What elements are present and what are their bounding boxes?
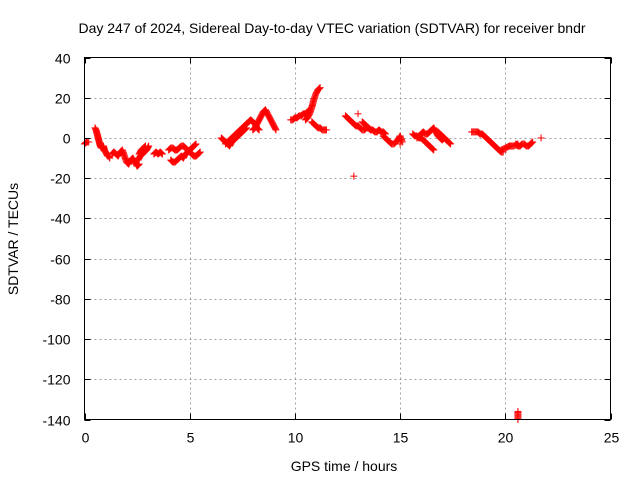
- data-point: [106, 154, 114, 162]
- plot-frame: [84, 57, 611, 420]
- data-point: [315, 84, 323, 92]
- data-point: [158, 150, 166, 158]
- data-point: [527, 139, 535, 147]
- data-point: [316, 84, 324, 92]
- data-point: [191, 141, 199, 149]
- data-point: [196, 149, 204, 157]
- points-layer: [81, 84, 545, 423]
- x-axis-label: GPS time / hours: [291, 458, 398, 474]
- data-point: [192, 140, 200, 148]
- x-tick-label: 15: [393, 430, 409, 446]
- data-point: [428, 145, 436, 153]
- data-point: [157, 149, 165, 157]
- y-tick-label: -140: [42, 413, 70, 429]
- data-point: [158, 149, 166, 157]
- y-tick-label: -60: [50, 252, 70, 268]
- y-tick-label: -80: [50, 292, 70, 308]
- tick-layer: [84, 57, 612, 421]
- y-tick-label: -100: [42, 332, 70, 348]
- data-point: [255, 126, 263, 134]
- data-point: [135, 160, 143, 168]
- data-point: [429, 145, 437, 153]
- data-point: [140, 143, 148, 151]
- data-point: [271, 125, 279, 133]
- chart-title: Day 247 of 2024, Sidereal Day-to-day VTE…: [78, 20, 585, 36]
- x-tick-label: 20: [498, 430, 514, 446]
- data-point: [529, 138, 537, 146]
- data-point: [191, 141, 199, 149]
- data-point: [396, 140, 404, 148]
- data-point: [141, 143, 149, 151]
- y-tick-label: 0: [63, 131, 71, 147]
- x-tick-label: 10: [288, 430, 304, 446]
- data-point: [85, 138, 93, 146]
- data-point: [196, 148, 204, 156]
- data-point: [350, 172, 358, 180]
- y-tick-label: -40: [50, 211, 70, 227]
- data-point: [537, 134, 545, 142]
- data-point: [528, 139, 536, 147]
- y-tick-labels: 40 20 0 -20 -40 -60 -80 -100 -120 -140: [42, 51, 70, 429]
- y-axis-label: SDTVAR / TECUs: [5, 183, 21, 295]
- y-tick-label: 20: [55, 91, 71, 107]
- data-point: [447, 140, 455, 148]
- y-tick-label: -120: [42, 372, 70, 388]
- x-tick-labels: 0 5 10 15 20 25: [82, 430, 620, 446]
- data-point: [322, 126, 330, 134]
- grid-layer: [84, 57, 611, 420]
- data-point: [445, 139, 453, 147]
- y-tick-label: -20: [50, 171, 70, 187]
- data-point: [430, 146, 438, 154]
- x-tick-label: 25: [604, 430, 620, 446]
- x-tick-label: 5: [187, 430, 195, 446]
- data-point: [195, 149, 203, 157]
- x-tick-label: 0: [82, 430, 90, 446]
- data-point: [315, 85, 323, 93]
- data-point: [354, 110, 362, 118]
- y-tick-label: 40: [55, 51, 71, 67]
- data-point: [446, 139, 454, 147]
- data-point: [142, 142, 150, 150]
- data-point: [272, 126, 280, 134]
